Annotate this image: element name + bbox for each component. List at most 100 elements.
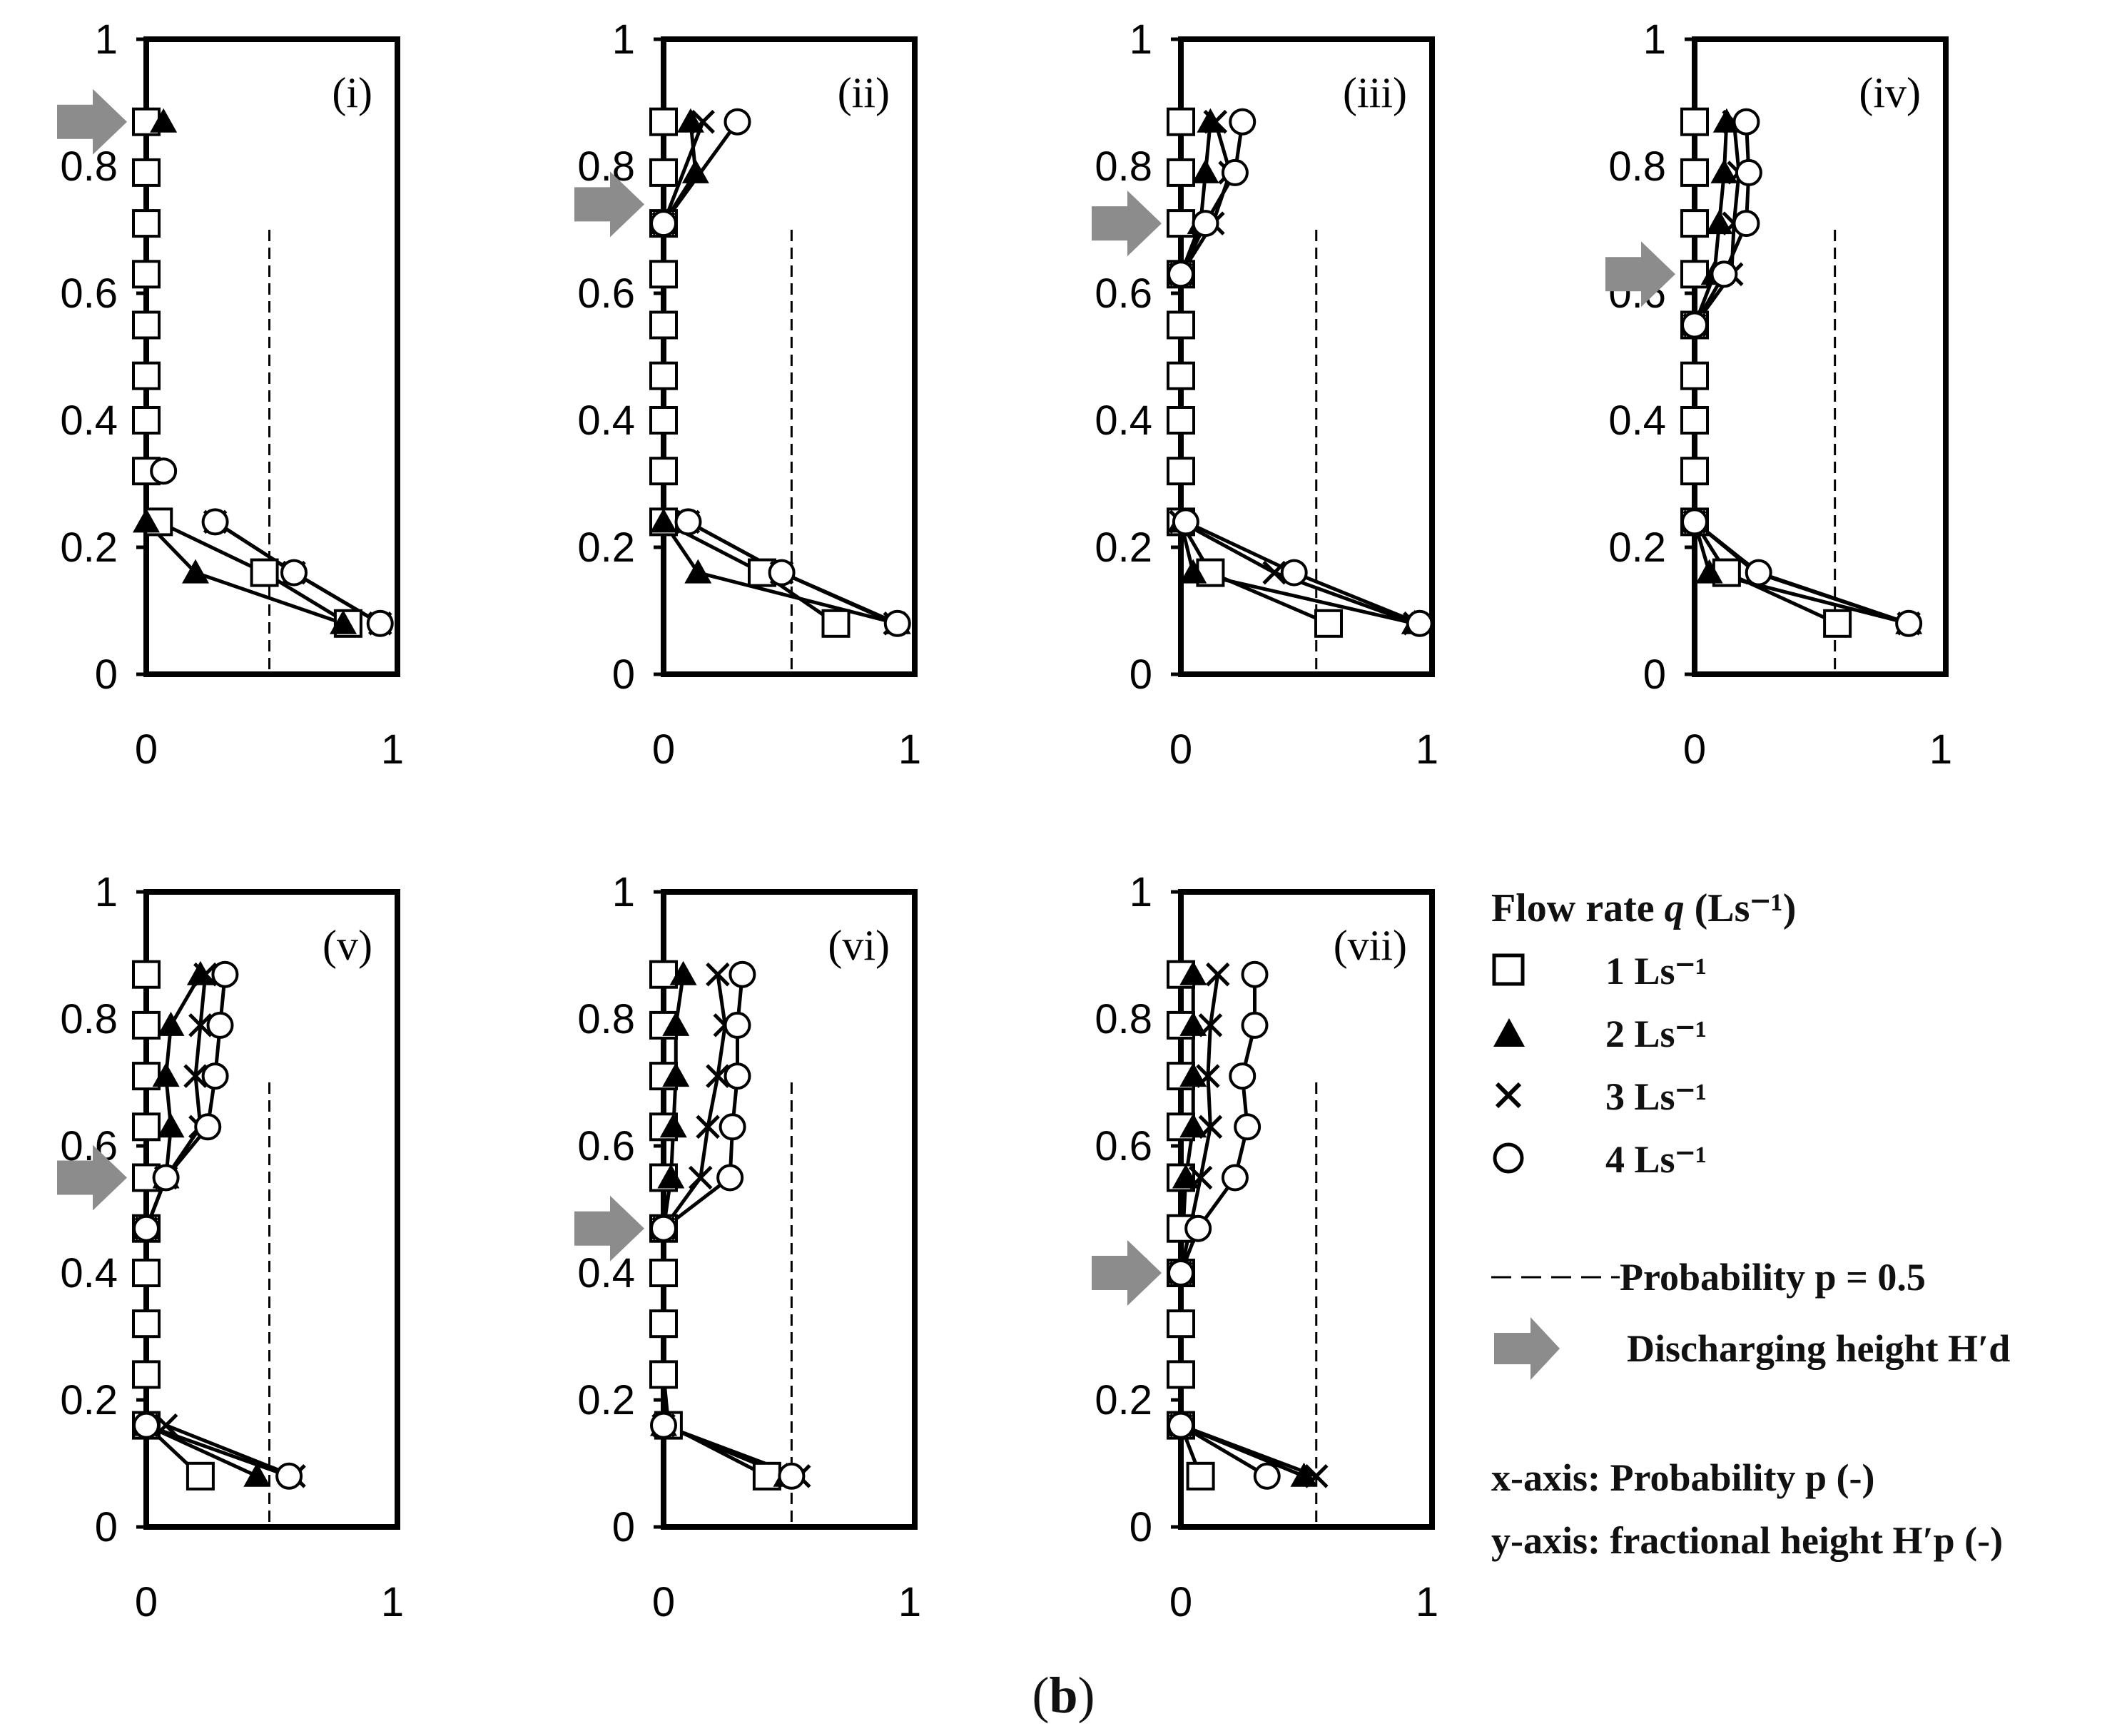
y-axis-note: y-axis: fractional height H′p (-) — [1491, 1519, 2004, 1562]
square-marker — [1680, 361, 1709, 390]
legend-dashed-label: Probability p = 0.5 — [1620, 1256, 1926, 1299]
y-tick-label: 0.8 — [1095, 996, 1152, 1042]
square-marker — [649, 1259, 678, 1287]
square-marker — [649, 158, 678, 187]
triangle-marker — [684, 559, 712, 584]
cross-marker — [153, 1413, 178, 1438]
discharge-arrow — [574, 1195, 644, 1262]
circle-marker — [650, 210, 677, 238]
series-line-circle — [1179, 121, 1244, 275]
square-marker — [649, 1309, 678, 1339]
y-tick-label: 0 — [1643, 651, 1666, 698]
circle-marker — [133, 1411, 160, 1439]
square-marker — [1167, 1309, 1195, 1339]
legend-item-2: 2 Ls⁻¹ — [1491, 1005, 1707, 1062]
triangle-marker — [662, 1011, 690, 1036]
circle-marker — [1732, 108, 1760, 136]
square-marker — [1167, 310, 1195, 340]
circle-marker — [1895, 609, 1923, 637]
series-line-cross — [661, 121, 705, 225]
panel-label: (iii) — [1343, 69, 1407, 116]
series-line-cross — [1179, 974, 1220, 1274]
discharge-arrow — [1605, 241, 1675, 308]
circle-marker — [883, 609, 911, 637]
circle-marker — [650, 1214, 677, 1242]
circle-marker — [1167, 1259, 1194, 1286]
triangle-marker — [1179, 559, 1207, 584]
series-line-cross — [1180, 1423, 1317, 1478]
triangle-marker — [157, 1011, 185, 1036]
circle-marker — [1172, 508, 1199, 536]
x-tick-label: 1 — [381, 726, 404, 773]
panel-label: (iv) — [1859, 69, 1921, 116]
square-marker — [1167, 361, 1195, 390]
square-marker — [1186, 1461, 1215, 1491]
y-tick-label: 0.2 — [1608, 524, 1666, 571]
triangle-marker — [150, 108, 178, 133]
y-tick-label: 0.4 — [60, 397, 118, 444]
x-tick-label: 0 — [652, 726, 675, 773]
triangle-marker — [1179, 1113, 1207, 1138]
y-tick-label: 1 — [1130, 16, 1152, 63]
triangle-marker — [650, 508, 677, 533]
square-marker — [1680, 107, 1709, 136]
cross-marker — [1203, 109, 1228, 134]
circle-marker — [206, 1011, 234, 1039]
triangle-marker — [330, 609, 357, 634]
square-marker — [821, 609, 851, 638]
circle-marker — [650, 1411, 677, 1439]
triangle-marker — [1179, 960, 1207, 985]
circle-marker — [1192, 210, 1219, 238]
square-marker — [132, 1010, 161, 1040]
circle-marker — [201, 1062, 229, 1090]
y-tick-label: 0.4 — [60, 1250, 118, 1296]
circle-marker — [211, 960, 239, 988]
y-tick-label: 0.2 — [577, 1377, 635, 1423]
circle-marker — [719, 1113, 746, 1141]
legend-label-4: 4 Ls⁻¹ — [1605, 1137, 1707, 1181]
triangle-marker-icon — [1491, 1005, 1555, 1062]
square-marker — [1680, 158, 1709, 187]
series-line-circle — [1179, 1423, 1269, 1478]
panel-label: (ii) — [838, 69, 890, 116]
y-tick-label: 0.8 — [60, 996, 118, 1042]
y-tick-label: 0.2 — [60, 1377, 118, 1423]
square-marker — [1167, 1360, 1195, 1389]
triangle-marker — [1705, 210, 1733, 235]
x-tick-label: 1 — [898, 1579, 921, 1625]
x-tick-label: 1 — [898, 726, 921, 773]
circle-marker — [768, 559, 796, 587]
y-tick-label: 0.2 — [577, 524, 635, 571]
y-tick-label: 0.2 — [1095, 1377, 1152, 1423]
square-marker — [649, 406, 678, 435]
cross-marker — [706, 1064, 730, 1088]
circle-marker — [1241, 1011, 1269, 1039]
triangle-marker — [659, 1113, 687, 1138]
y-tick-label: 0.8 — [577, 143, 635, 190]
y-tick-label: 1 — [95, 869, 118, 915]
square-marker — [1680, 209, 1709, 238]
triangle-marker — [1192, 158, 1219, 183]
x-tick-label: 1 — [1416, 726, 1438, 773]
circle-marker — [366, 609, 394, 637]
y-tick-label: 0 — [1130, 651, 1152, 698]
circle-marker — [1221, 1164, 1249, 1192]
cross-marker — [696, 1115, 720, 1139]
circle-marker — [1234, 1113, 1262, 1141]
y-tick-label: 0.6 — [577, 1123, 635, 1169]
cross-marker — [193, 962, 218, 987]
square-marker — [132, 260, 161, 289]
legend-dashed-entry: Probability p = 0.5 — [1491, 1249, 1926, 1306]
cross-marker — [1304, 1464, 1329, 1488]
circle-marker — [280, 559, 308, 587]
chart-panel-5: 00.20.40.60.810 1(v) — [57, 869, 404, 1625]
y-tick-label: 0.4 — [577, 397, 635, 444]
circle-marker — [1406, 609, 1433, 637]
triangle-marker — [1179, 1011, 1207, 1036]
x-tick-label: 0 — [135, 726, 158, 773]
triangle-marker — [1179, 1062, 1207, 1087]
triangle-marker — [133, 508, 160, 533]
triangle-marker — [186, 960, 214, 985]
triangle-marker — [1172, 1164, 1199, 1189]
